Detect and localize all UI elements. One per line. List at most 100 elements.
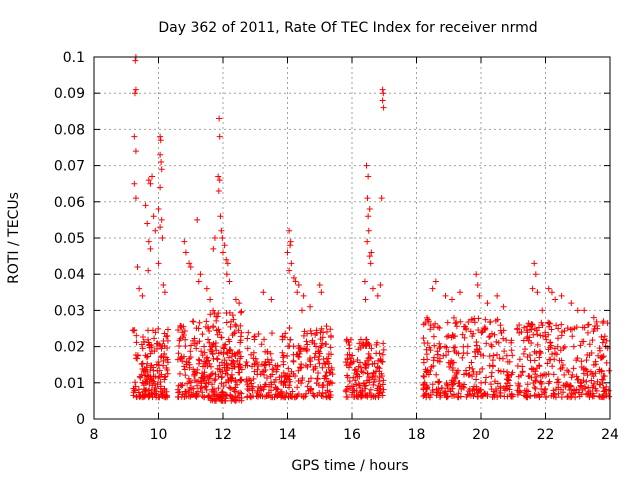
data-point (156, 367, 163, 374)
data-point (536, 362, 543, 369)
data-point (424, 356, 431, 363)
data-point (160, 338, 167, 345)
data-point-spike (161, 289, 168, 296)
data-point-spike (232, 296, 239, 303)
data-point-spike (484, 300, 491, 307)
data-point-spike (181, 238, 188, 245)
data-point (446, 363, 453, 370)
data-point (605, 387, 612, 394)
data-point (294, 392, 301, 399)
data-point-spike (364, 238, 371, 245)
data-point (528, 326, 535, 333)
data-point (224, 362, 231, 369)
data-point (227, 374, 234, 381)
data-point (243, 376, 250, 383)
data-point (554, 343, 561, 350)
data-point (269, 330, 276, 337)
data-point (555, 325, 562, 332)
y-tick-label: 0.09 (54, 86, 85, 102)
data-point (539, 332, 546, 339)
data-point (533, 373, 540, 380)
data-point-spike (369, 285, 376, 292)
data-point-spike (532, 271, 539, 278)
x-tick-label: 24 (601, 427, 619, 443)
data-point (201, 343, 208, 350)
data-point (380, 340, 387, 347)
data-point (206, 360, 213, 367)
data-point (285, 365, 292, 372)
data-point (164, 370, 171, 377)
data-point (343, 337, 350, 344)
data-point (488, 343, 495, 350)
data-point (590, 392, 597, 399)
data-point (420, 373, 427, 380)
data-point (590, 380, 597, 387)
data-point (175, 350, 182, 357)
data-point (228, 318, 235, 325)
data-point (598, 354, 605, 361)
data-point (476, 369, 483, 376)
data-point (314, 376, 321, 383)
points-layer (129, 54, 613, 404)
data-point (504, 368, 511, 375)
data-point-spike (134, 263, 141, 270)
data-point (420, 335, 427, 342)
data-point (141, 372, 148, 379)
data-point (327, 379, 334, 386)
data-point-spike (157, 151, 164, 158)
data-point (427, 391, 434, 398)
data-point (376, 378, 383, 385)
data-point (261, 336, 268, 343)
data-point (595, 352, 602, 359)
data-point (367, 386, 374, 393)
y-tick-label: 0.08 (54, 122, 85, 138)
data-point (453, 319, 460, 326)
data-point (543, 371, 550, 378)
data-point-spike (216, 115, 223, 122)
data-point (584, 372, 591, 379)
data-point (310, 392, 317, 399)
data-point (516, 321, 523, 328)
data-point (420, 393, 427, 400)
data-point (370, 392, 377, 399)
data-point (421, 373, 428, 380)
data-point (302, 393, 309, 400)
data-point (323, 393, 330, 400)
y-tick-label: 0.05 (54, 231, 85, 247)
data-point (149, 327, 156, 334)
y-tick-label: 0.04 (54, 267, 85, 283)
data-point (548, 392, 555, 399)
data-point (379, 358, 386, 365)
data-point-spike (287, 242, 294, 249)
data-point-spike (131, 133, 138, 140)
data-point (227, 385, 234, 392)
data-point (431, 342, 438, 349)
data-point (514, 326, 521, 333)
data-point-spike (203, 285, 210, 292)
data-point (212, 371, 219, 378)
data-point (143, 364, 150, 371)
data-point (136, 373, 143, 380)
data-point (494, 316, 501, 323)
data-point (362, 361, 369, 368)
data-point (297, 346, 304, 353)
data-point (478, 379, 485, 386)
x-tick-label: 22 (537, 427, 555, 443)
data-point (164, 326, 171, 333)
data-point (206, 327, 213, 334)
data-point (443, 344, 450, 351)
data-point (359, 387, 366, 394)
data-point-spike (442, 292, 449, 299)
data-point (555, 335, 562, 342)
data-point (213, 391, 220, 398)
data-point (567, 394, 574, 401)
data-point-spike (600, 318, 607, 325)
data-point (139, 379, 146, 386)
data-point (362, 336, 369, 343)
data-point (219, 373, 226, 380)
data-point-spike (132, 195, 139, 202)
data-point (480, 352, 487, 359)
data-point (145, 394, 152, 401)
data-point (193, 325, 200, 332)
data-point (523, 391, 530, 398)
